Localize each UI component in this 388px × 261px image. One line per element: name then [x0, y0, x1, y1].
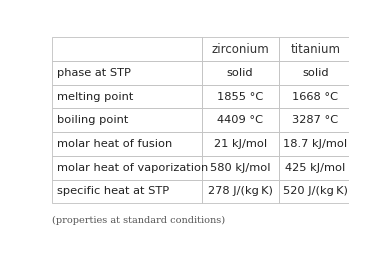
Bar [202, 61, 279, 85]
Text: 18.7 kJ/mol: 18.7 kJ/mol [283, 139, 347, 149]
Bar [52, 109, 202, 132]
Bar [52, 61, 202, 85]
Bar [52, 180, 202, 203]
Bar [279, 85, 352, 109]
Bar [202, 37, 279, 61]
Text: (properties at standard conditions): (properties at standard conditions) [52, 216, 225, 225]
Bar [52, 132, 202, 156]
Text: phase at STP: phase at STP [57, 68, 131, 78]
Text: titanium: titanium [290, 43, 340, 56]
Text: solid: solid [227, 68, 253, 78]
Text: 580 kJ/mol: 580 kJ/mol [210, 163, 270, 173]
Bar [52, 156, 202, 180]
Text: 1668 °C: 1668 °C [293, 92, 338, 102]
Text: melting point: melting point [57, 92, 133, 102]
Bar [279, 180, 352, 203]
Text: specific heat at STP: specific heat at STP [57, 187, 169, 197]
Text: 520 J/(kg K): 520 J/(kg K) [283, 187, 348, 197]
Bar [202, 180, 279, 203]
Text: 1855 °C: 1855 °C [217, 92, 263, 102]
Bar [52, 37, 202, 61]
Text: solid: solid [302, 68, 329, 78]
Text: 21 kJ/mol: 21 kJ/mol [214, 139, 267, 149]
Bar [52, 85, 202, 109]
Text: 4409 °C: 4409 °C [217, 115, 263, 125]
Text: 3287 °C: 3287 °C [292, 115, 338, 125]
Text: zirconium: zirconium [211, 43, 269, 56]
Bar [279, 109, 352, 132]
Bar [279, 132, 352, 156]
Text: 425 kJ/mol: 425 kJ/mol [285, 163, 345, 173]
Bar [279, 156, 352, 180]
Bar [202, 132, 279, 156]
Bar [202, 156, 279, 180]
Bar [202, 109, 279, 132]
Text: molar heat of fusion: molar heat of fusion [57, 139, 172, 149]
Text: 278 J/(kg K): 278 J/(kg K) [208, 187, 273, 197]
Bar [279, 37, 352, 61]
Bar [202, 85, 279, 109]
Text: molar heat of vaporization: molar heat of vaporization [57, 163, 208, 173]
Text: boiling point: boiling point [57, 115, 128, 125]
Bar [279, 61, 352, 85]
